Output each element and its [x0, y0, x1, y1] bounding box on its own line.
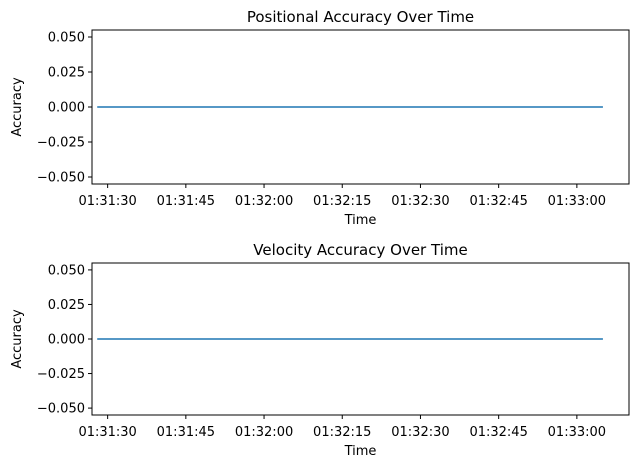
velocity-accuracy-y-tick-label: 0.025	[48, 298, 85, 313]
velocity-accuracy-x-tick-label: 01:32:45	[469, 425, 527, 440]
positional-accuracy-y-axis-label: Accuracy	[10, 77, 25, 137]
positional-accuracy-x-tick-label: 01:32:30	[391, 194, 449, 209]
positional-accuracy-x-tick-label: 01:32:15	[313, 194, 371, 209]
velocity-accuracy-x-tick-label: 01:32:00	[235, 425, 293, 440]
positional-accuracy-y-tick-label: 0.050	[48, 31, 85, 46]
positional-accuracy-x-tick-label: 01:32:45	[469, 194, 527, 209]
velocity-accuracy-y-tick-label: 0.050	[48, 263, 85, 278]
positional-accuracy-y-tick-label: −0.025	[37, 136, 85, 151]
velocity-accuracy-plot: 0.050 0.025 0.000 −0.025 −0.050 01:31:30 01:31…	[10, 241, 630, 459]
positional-accuracy-x-tick-label: 01:32:00	[235, 194, 293, 209]
positional-accuracy-y-tick-label: 0.000	[48, 101, 85, 116]
positional-accuracy-x-tick-label: 01:31:30	[78, 194, 136, 209]
velocity-accuracy-title: Velocity Accuracy Over Time	[253, 241, 467, 259]
positional-accuracy-x-tick-label: 01:33:00	[548, 194, 606, 209]
velocity-accuracy-x-tick-label: 01:31:45	[157, 425, 215, 440]
velocity-accuracy-y-axis-label: Accuracy	[10, 309, 25, 369]
velocity-accuracy-x-tick-label: 01:33:00	[548, 425, 606, 440]
velocity-accuracy-x-axis-label: Time	[344, 444, 377, 459]
velocity-accuracy-y-tick-label: −0.050	[37, 402, 85, 417]
velocity-accuracy-y-tick-label: 0.000	[48, 333, 85, 348]
positional-accuracy-y-tick-label: 0.025	[48, 66, 85, 81]
velocity-accuracy-y-tick-label: −0.025	[37, 367, 85, 382]
positional-accuracy-x-axis-label: Time	[344, 213, 377, 228]
positional-accuracy-y-tick-label: −0.050	[37, 171, 85, 186]
velocity-accuracy-x-tick-label: 01:32:15	[313, 425, 371, 440]
positional-accuracy-x-tick-label: 01:31:45	[157, 194, 215, 209]
velocity-accuracy-x-tick-label: 01:31:30	[78, 425, 136, 440]
positional-accuracy-plot: 0.050 0.025 0.000 −0.025 −0.050 01:31:30 01:31…	[10, 8, 630, 228]
velocity-accuracy-x-tick-label: 01:32:30	[391, 425, 449, 440]
positional-accuracy-title: Positional Accuracy Over Time	[247, 8, 474, 26]
